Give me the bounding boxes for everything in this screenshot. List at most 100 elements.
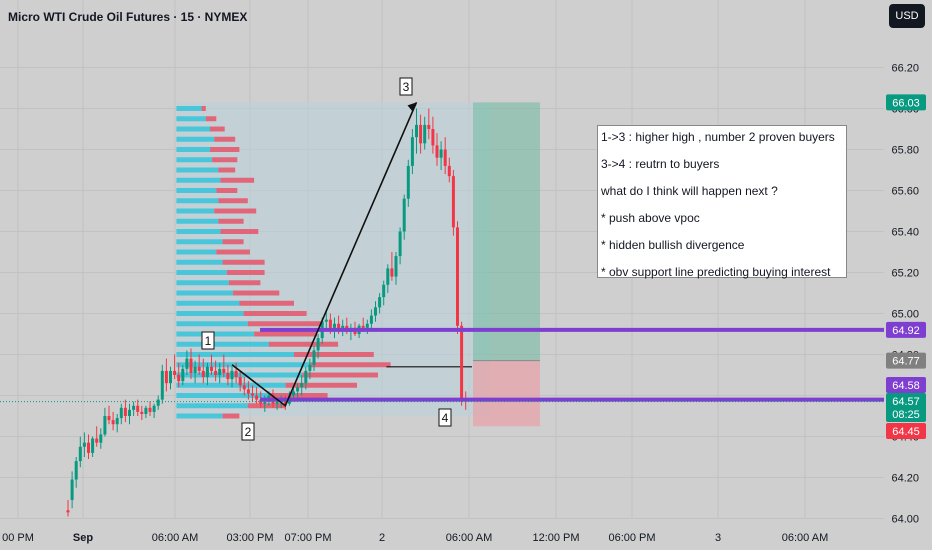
profile-bar-up <box>176 403 248 409</box>
profile-bar-up <box>176 218 219 224</box>
time-tick-label: 03:00 PM <box>226 532 273 544</box>
candle-body <box>435 145 439 158</box>
candle-body <box>255 395 259 400</box>
profile-bar-up <box>176 300 240 306</box>
profile-bar-up <box>176 116 206 122</box>
profile-bar-down <box>268 341 339 347</box>
candle-body <box>456 227 459 326</box>
wave-path <box>231 102 418 408</box>
candle-body <box>337 323 341 330</box>
candle-body <box>197 366 201 371</box>
position-target-zone <box>473 102 540 361</box>
profile-bar-up <box>176 321 248 327</box>
candle-body <box>316 338 320 351</box>
candle-body <box>324 319 328 322</box>
price-tick-label: 65.80 <box>891 145 919 157</box>
candle-body <box>123 407 127 416</box>
profile-bar-up <box>176 126 210 132</box>
notes-textbox[interactable]: 1->3 : higher high , number 2 proven buy… <box>597 125 847 279</box>
candle-body <box>312 350 316 365</box>
price-badge-label: 64.58 <box>892 380 920 392</box>
time-tick-label: 12:00 PM <box>532 532 579 544</box>
time-tick-label: 06:00 AM <box>152 532 198 544</box>
candle-body <box>238 377 242 386</box>
wave-label-box <box>438 408 452 427</box>
profile-bar-up <box>176 188 217 193</box>
candle-body <box>369 315 373 324</box>
candle-body <box>99 434 103 443</box>
candle-body <box>415 124 418 138</box>
candle-body <box>107 416 111 421</box>
candle-body <box>423 124 427 144</box>
price-tick-label: 65.40 <box>891 227 919 239</box>
note-line: * push above vpoc <box>601 211 700 225</box>
wave-label-box <box>201 331 215 350</box>
candle-body <box>304 370 308 384</box>
candle-body <box>218 368 222 375</box>
candle-body <box>169 370 172 384</box>
candle-body <box>193 366 197 373</box>
candle-body <box>70 479 74 501</box>
profile-bar-down <box>210 147 240 152</box>
profile-bar-down <box>205 116 217 122</box>
profile-bar-up <box>176 136 215 142</box>
profile-bar-down <box>285 382 357 388</box>
candle-body <box>226 372 230 380</box>
wave-arrowhead <box>407 102 417 112</box>
time-tick-label: 2 <box>379 532 385 544</box>
profile-bar-down <box>247 403 286 409</box>
profile-bar-down <box>243 311 307 316</box>
candle-body <box>148 407 152 412</box>
candle-body <box>427 124 431 129</box>
price-badge-label: 64.45 <box>892 426 920 438</box>
candle-body <box>87 442 90 453</box>
candle-body <box>398 231 402 257</box>
profile-bar-down <box>294 352 374 357</box>
wave-label: 3 <box>403 80 410 94</box>
price-badge-bg <box>886 406 926 422</box>
profile-bar-up <box>176 341 269 347</box>
time-tick-label: 06:00 PM <box>608 532 655 544</box>
candle-body <box>181 368 185 382</box>
candle-body <box>95 438 99 443</box>
price-tick-label: 65.00 <box>891 309 919 321</box>
profile-bar-down <box>239 300 294 306</box>
candle-body <box>460 325 464 400</box>
profile-bar-up <box>176 372 303 378</box>
candle-body <box>144 407 148 414</box>
candle-body <box>177 375 181 382</box>
candle-body <box>222 368 226 373</box>
profile-bar-up <box>176 208 215 214</box>
candle-body <box>410 137 414 166</box>
candle-body <box>246 389 250 394</box>
candle-body <box>447 165 451 177</box>
candle-body <box>66 510 70 513</box>
profile-bar-down <box>220 229 259 234</box>
profile-bar-down <box>218 198 248 204</box>
profile-bar-up <box>176 249 217 255</box>
currency-button[interactable]: USD <box>889 4 925 28</box>
candle-body <box>115 418 119 425</box>
candle-body <box>341 325 345 330</box>
candle-body <box>451 176 455 228</box>
time-tick-label: Sep <box>73 532 93 544</box>
profile-bar-up <box>176 270 227 275</box>
profile-bar-down <box>212 157 238 163</box>
price-badge-label: 08:25 <box>892 409 920 421</box>
candle-body <box>308 364 312 371</box>
candle-body <box>419 124 423 144</box>
instrument-title: Micro WTI Crude Oil Futures · 15 · NYMEX <box>8 10 248 24</box>
candle-body <box>156 399 160 406</box>
price-badge-label: 64.77 <box>892 356 920 368</box>
price-badge-bg <box>886 393 926 409</box>
profile-bar-down <box>222 259 265 265</box>
profile-bar-down <box>302 372 378 378</box>
candle-body <box>78 446 82 462</box>
time-tick-label: 3 <box>715 532 721 544</box>
profile-bar-up <box>176 259 223 265</box>
note-line: * hidden bullish divergence <box>601 238 745 252</box>
note-line: what do I think will happen next ? <box>601 184 778 198</box>
time-axis-background <box>0 518 884 550</box>
candle-body <box>275 401 279 404</box>
candle-body <box>201 370 205 378</box>
